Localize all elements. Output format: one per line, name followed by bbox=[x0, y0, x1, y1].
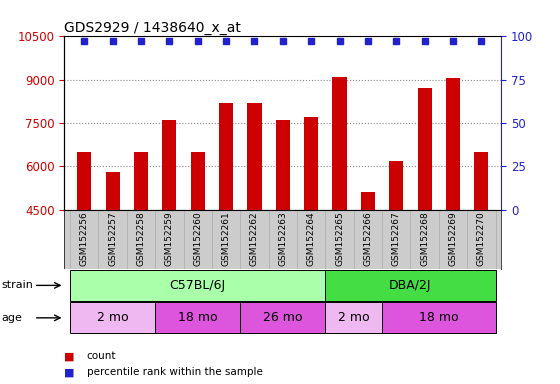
Bar bbox=[418, 88, 432, 210]
Text: DBA/2J: DBA/2J bbox=[389, 279, 432, 292]
Bar bbox=[134, 152, 148, 210]
Bar bbox=[248, 103, 262, 210]
Text: ■: ■ bbox=[64, 367, 75, 377]
Text: age: age bbox=[1, 313, 22, 323]
Text: GSM152256: GSM152256 bbox=[80, 212, 88, 266]
Text: GSM152267: GSM152267 bbox=[392, 212, 401, 266]
Bar bbox=[382, 302, 496, 333]
Bar bbox=[474, 152, 488, 210]
Text: GSM152265: GSM152265 bbox=[335, 212, 344, 266]
Bar bbox=[70, 302, 155, 333]
Text: GSM152269: GSM152269 bbox=[449, 212, 458, 266]
Bar bbox=[77, 152, 91, 210]
Text: 2 mo: 2 mo bbox=[338, 311, 370, 324]
Text: GSM152270: GSM152270 bbox=[477, 212, 486, 266]
Bar bbox=[361, 192, 375, 210]
Text: GSM152261: GSM152261 bbox=[222, 212, 231, 266]
Text: GDS2929 / 1438640_x_at: GDS2929 / 1438640_x_at bbox=[64, 22, 241, 35]
Text: 18 mo: 18 mo bbox=[419, 311, 459, 324]
Text: GSM152257: GSM152257 bbox=[108, 212, 117, 266]
Text: ■: ■ bbox=[64, 351, 75, 361]
Bar bbox=[155, 302, 240, 333]
Bar bbox=[389, 161, 403, 210]
Text: percentile rank within the sample: percentile rank within the sample bbox=[87, 367, 263, 377]
Text: 18 mo: 18 mo bbox=[178, 311, 217, 324]
Text: 26 mo: 26 mo bbox=[263, 311, 302, 324]
Bar bbox=[105, 172, 120, 210]
Bar bbox=[325, 302, 382, 333]
Text: GSM152266: GSM152266 bbox=[363, 212, 372, 266]
Text: GSM152262: GSM152262 bbox=[250, 212, 259, 266]
Bar bbox=[276, 120, 290, 210]
Bar bbox=[219, 103, 233, 210]
Text: GSM152259: GSM152259 bbox=[165, 212, 174, 266]
Text: C57BL/6J: C57BL/6J bbox=[170, 279, 226, 292]
Text: GSM152264: GSM152264 bbox=[307, 212, 316, 266]
Bar bbox=[190, 152, 205, 210]
Bar bbox=[325, 270, 496, 301]
Bar bbox=[240, 302, 325, 333]
Text: GSM152268: GSM152268 bbox=[420, 212, 429, 266]
Text: GSM152263: GSM152263 bbox=[278, 212, 287, 266]
Bar bbox=[70, 270, 325, 301]
Bar bbox=[333, 77, 347, 210]
Text: strain: strain bbox=[1, 280, 33, 290]
Text: GSM152258: GSM152258 bbox=[137, 212, 146, 266]
Text: 2 mo: 2 mo bbox=[97, 311, 128, 324]
Text: GSM152260: GSM152260 bbox=[193, 212, 202, 266]
Text: count: count bbox=[87, 351, 116, 361]
Bar bbox=[304, 117, 318, 210]
Bar bbox=[162, 120, 176, 210]
Bar bbox=[446, 78, 460, 210]
